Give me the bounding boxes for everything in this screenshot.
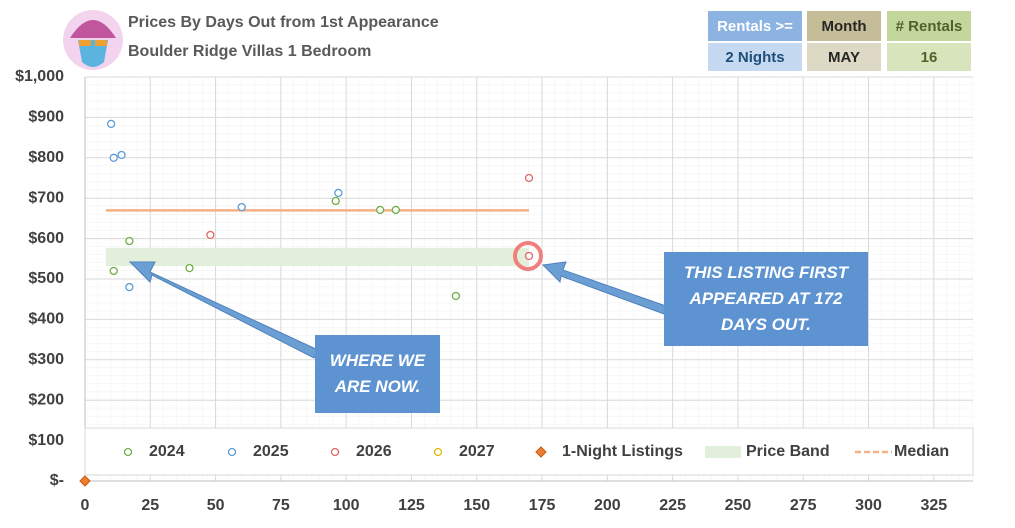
point xyxy=(331,196,340,206)
points xyxy=(79,119,534,487)
legend-label: 2027 xyxy=(459,443,495,460)
filter-label: # Rentals xyxy=(886,10,972,42)
legend-marker xyxy=(123,447,133,457)
legend-marker xyxy=(535,446,547,458)
x-tick-label: 175 xyxy=(529,497,556,514)
point xyxy=(106,119,116,129)
point xyxy=(451,291,461,301)
y-tick-label: $700 xyxy=(28,189,64,206)
point xyxy=(237,202,246,212)
legend: 2024 2025 2026 2027 1-Night Listings Price Ba… xyxy=(123,443,949,460)
legend-label: 2025 xyxy=(253,443,289,460)
logo-face xyxy=(78,40,108,67)
point xyxy=(391,205,400,215)
y-tick-label: $500 xyxy=(28,270,64,287)
y-tick-label: $900 xyxy=(28,109,64,126)
point xyxy=(524,173,534,183)
annotation: THIS LISTING FIRST APPEARED AT 172 DAYS … xyxy=(664,252,868,346)
x-tick-label: 125 xyxy=(398,497,425,514)
band-layer xyxy=(105,209,530,267)
x-tick-label: 75 xyxy=(272,497,290,514)
x-tick-label: 325 xyxy=(920,497,947,514)
filter-value: 16 xyxy=(886,42,972,72)
y-tick-label: $600 xyxy=(28,230,64,247)
logo-turban xyxy=(70,20,116,38)
x-tick-label: 100 xyxy=(333,497,360,514)
y-tick-label: $- xyxy=(50,472,64,489)
filter-label: Month xyxy=(806,10,882,42)
y-tick-label: $1,000 xyxy=(15,68,64,85)
x-tick-label: 275 xyxy=(790,497,817,514)
legend-label: 1-Night Listings xyxy=(562,443,683,460)
arrow xyxy=(541,261,667,315)
y-tick-label: $200 xyxy=(28,391,64,408)
legend-marker xyxy=(330,447,340,457)
point xyxy=(375,205,385,215)
x-tick-label: 200 xyxy=(594,497,621,514)
x-tick-label: 300 xyxy=(855,497,882,514)
filter-label: Rentals >= xyxy=(707,10,803,42)
point xyxy=(185,263,194,273)
logo-glasses xyxy=(79,40,91,46)
legend-label: 2026 xyxy=(356,443,392,460)
point xyxy=(524,251,534,261)
legend-marker xyxy=(433,447,443,457)
y-tick-label: $300 xyxy=(28,351,64,368)
filter-value: 2 Nights xyxy=(707,42,803,72)
y-tick-label: $100 xyxy=(28,432,64,449)
logo xyxy=(63,10,123,70)
point xyxy=(334,188,343,198)
price-band xyxy=(105,247,530,267)
arrows xyxy=(128,261,667,359)
point xyxy=(109,153,118,162)
logo-glasses xyxy=(95,40,107,46)
annotation: WHERE WE ARE NOW. xyxy=(315,335,440,413)
y-tick-label: $800 xyxy=(28,149,64,166)
legend-swatch xyxy=(705,446,741,458)
x-tick-label: 50 xyxy=(207,497,225,514)
point xyxy=(117,150,126,160)
legend-box xyxy=(84,427,974,476)
point xyxy=(206,230,215,240)
legend-marker xyxy=(227,447,237,457)
point xyxy=(79,475,91,487)
x-tick-label: 25 xyxy=(141,497,159,514)
highlight-ring xyxy=(513,241,543,271)
arrow xyxy=(128,261,319,359)
legend-label: Price Band xyxy=(746,443,830,460)
point xyxy=(125,282,134,292)
x-tick-label: 0 xyxy=(81,497,90,514)
point xyxy=(109,266,118,276)
x-tick-label: 225 xyxy=(659,497,686,514)
title: Prices By Days Out from 1st Appearance xyxy=(128,14,439,31)
filter-value: MAY xyxy=(806,42,882,72)
y-tick-label: $400 xyxy=(28,311,64,328)
x-tick-label: 150 xyxy=(463,497,490,514)
x-tick-label: 250 xyxy=(725,497,752,514)
subtitle: Boulder Ridge Villas 1 Bedroom xyxy=(128,43,371,60)
legend-label: 2024 xyxy=(149,443,185,460)
legend-label: Median xyxy=(894,443,949,460)
point xyxy=(125,236,134,246)
